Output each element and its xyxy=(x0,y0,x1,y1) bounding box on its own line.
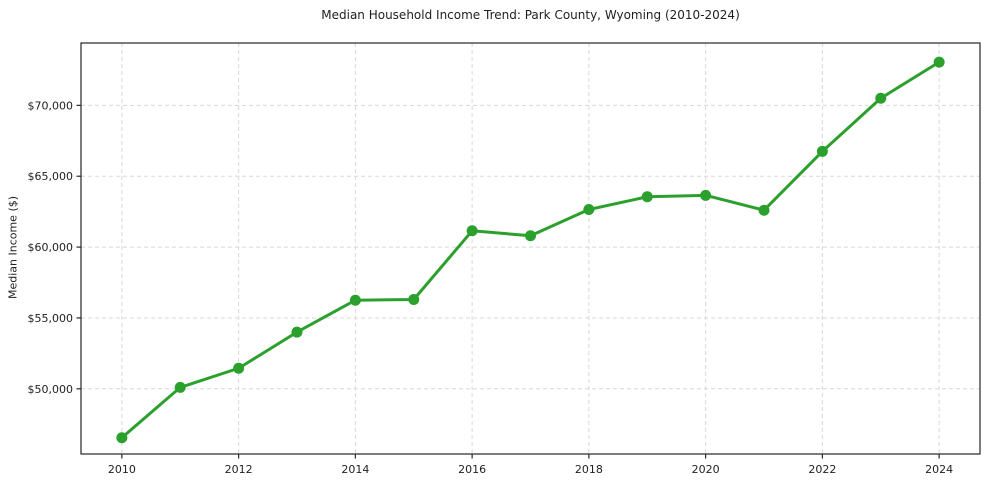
y-tick-label: $60,000 xyxy=(28,241,74,254)
x-tick-label: 2016 xyxy=(458,463,486,476)
data-point xyxy=(349,294,361,306)
data-point xyxy=(875,92,887,104)
data-point xyxy=(758,204,770,216)
chart-title: Median Household Income Trend: Park Coun… xyxy=(321,8,740,22)
x-tick-label: 2012 xyxy=(225,463,253,476)
data-point xyxy=(641,191,653,203)
data-point xyxy=(233,362,245,374)
data-point xyxy=(291,326,303,338)
data-line xyxy=(120,60,941,440)
data-point xyxy=(174,381,186,393)
y-tick-label: $55,000 xyxy=(28,312,74,325)
data-point xyxy=(408,294,420,306)
data-point xyxy=(933,56,945,68)
data-point xyxy=(700,189,712,201)
x-tick-label: 2024 xyxy=(925,463,953,476)
x-tick-label: 2014 xyxy=(341,463,369,476)
y-tick-label: $50,000 xyxy=(28,383,74,396)
y-tick-label: $65,000 xyxy=(28,170,74,183)
x-tick-label: 2018 xyxy=(575,463,603,476)
data-point xyxy=(525,230,536,242)
x-tick-label: 2020 xyxy=(692,463,720,476)
x-tick-label: 2010 xyxy=(108,463,136,476)
data-point xyxy=(116,432,128,444)
data-point xyxy=(816,145,828,157)
y-tick-label: $70,000 xyxy=(28,99,74,112)
x-tick-label: 2022 xyxy=(808,463,836,476)
data-point xyxy=(466,225,478,237)
axes-spines xyxy=(80,42,981,455)
data-point xyxy=(583,204,595,216)
